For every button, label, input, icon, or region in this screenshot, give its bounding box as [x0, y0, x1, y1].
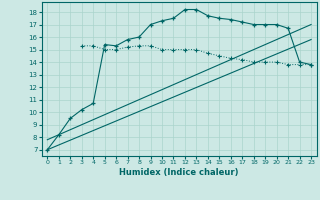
X-axis label: Humidex (Indice chaleur): Humidex (Indice chaleur)	[119, 168, 239, 177]
